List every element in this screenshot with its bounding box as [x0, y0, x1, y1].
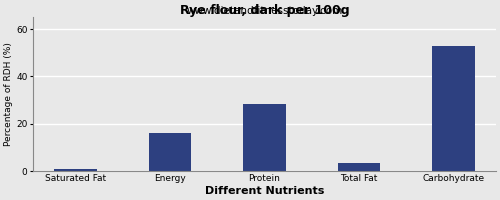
Bar — [338, 163, 380, 171]
Bar — [432, 46, 475, 171]
Y-axis label: Percentage of RDH (%): Percentage of RDH (%) — [4, 42, 13, 146]
Bar — [148, 133, 191, 171]
X-axis label: Different Nutrients: Different Nutrients — [204, 186, 324, 196]
Bar — [54, 169, 96, 171]
Bar — [243, 104, 286, 171]
Text: www.dietandfitnesstoday.com: www.dietandfitnesstoday.com — [186, 6, 342, 16]
Title: Rye flour, dark per 100g: Rye flour, dark per 100g — [180, 4, 349, 17]
